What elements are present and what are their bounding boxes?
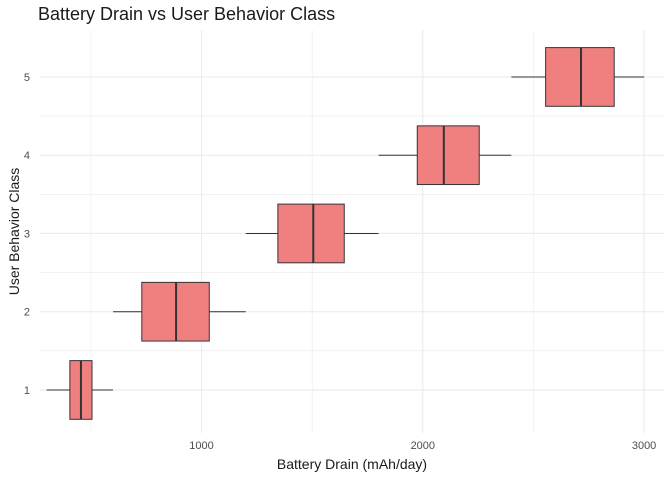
x-tick-label: 1000 [189,440,213,452]
y-tick-label: 2 [24,307,30,319]
y-tick-label: 4 [24,150,30,162]
y-tick-label: 3 [24,228,30,240]
x-tick-label: 2000 [411,440,435,452]
box-class-4 [416,125,480,186]
x-tick-label: 3000 [632,440,656,452]
y-tick-label: 5 [24,72,30,84]
y-axis-title: User Behavior Class [6,168,22,296]
box-class-5 [545,47,615,107]
x-axis-title: Battery Drain (mAh/day) [277,456,427,472]
y-tick-label: 1 [24,385,30,397]
chart-title: Battery Drain vs User Behavior Class [38,4,336,24]
box-class-3 [277,203,345,264]
